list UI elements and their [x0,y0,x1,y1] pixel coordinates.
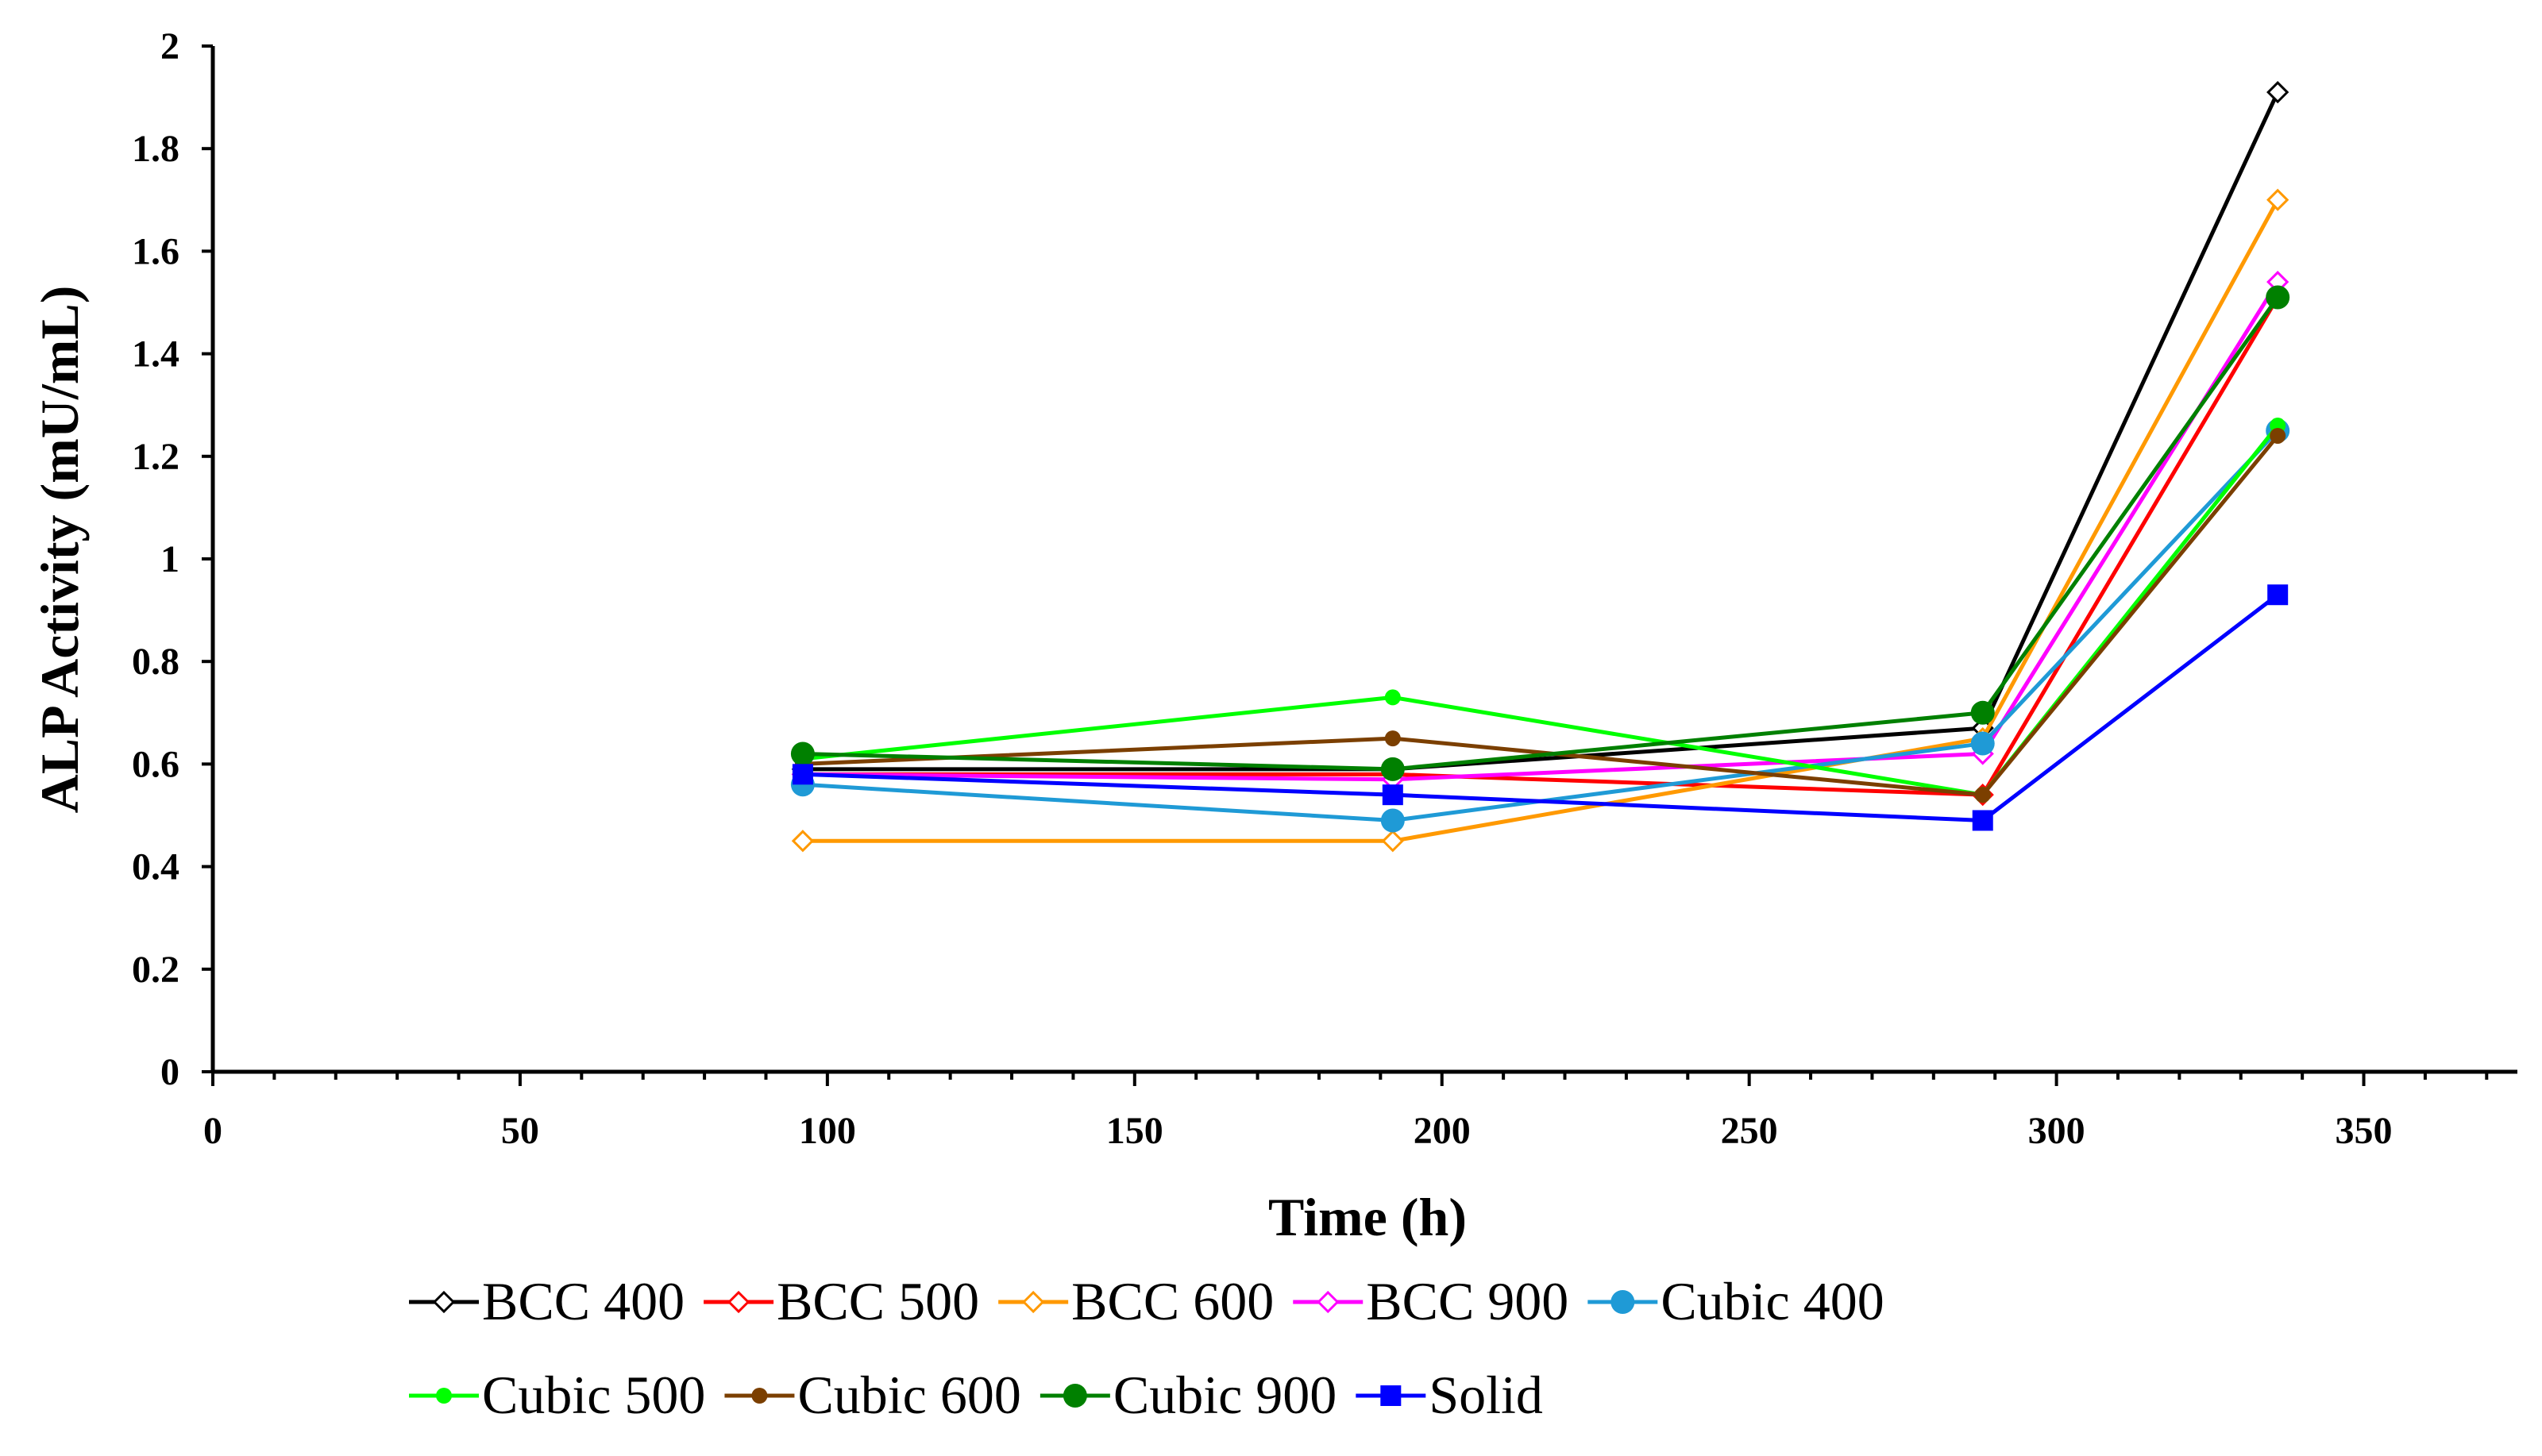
y-axis-title: ALP Activity (mU/mL) [29,286,90,814]
y-tick-label: 1 [160,538,179,580]
legend-swatch-marker [751,1388,768,1404]
axes: 0 0.2 0.4 0.6 0.8 1 1.2 1.4 1.6 1.8 2 0 50 100 150 200 2… [132,25,2517,1152]
legend-label: Solid [1429,1365,1543,1425]
x-tick-label: 300 [2028,1110,2085,1152]
legend-label: Cubic 500 [482,1365,705,1425]
cubic-500-point [1384,689,1401,706]
legend-label: Cubic 900 [1113,1365,1337,1425]
legend-item-cubic-900: Cubic 900 [1040,1365,1337,1425]
bcc-600-line [802,198,2280,843]
bcc-400-line [802,91,2280,772]
cubic-900-point [1970,700,1995,725]
legend-item-cubic-500: Cubic 500 [409,1365,705,1425]
y-tick-label: 2 [160,25,179,67]
x-tick-label: 50 [501,1110,539,1152]
legend-label: Cubic 400 [1661,1271,1884,1331]
y-tick-label: 1.2 [132,436,179,478]
y-tick-label: 0.2 [132,949,179,991]
cubic-900-point [2266,285,2290,310]
cubic-600-point [1974,787,1991,803]
legend-label: BCC 900 [1366,1271,1568,1331]
legend-item-cubic-400: Cubic 400 [1587,1271,1884,1331]
legend-swatch-marker [432,1290,456,1314]
y-tick-label: 1.8 [132,128,179,170]
legend-label: BCC 500 [777,1271,979,1331]
cubic-900-line [802,296,2280,772]
x-axis-title: Time (h) [1268,1187,1467,1247]
x-tick-label: 100 [799,1110,856,1152]
bcc-400-point [2266,81,2289,104]
legend-swatch-marker [1022,1290,1045,1314]
bcc-600-point [1381,830,1404,853]
legend-item-bcc-500: BCC 500 [704,1271,979,1331]
y-tick-label: 0 [160,1051,179,1093]
cubic-400-line [802,429,2280,822]
bcc-600-point [791,830,815,853]
x-tick-label: 150 [1106,1110,1163,1152]
solid-point [1382,784,1403,806]
cubic-900-point [790,741,815,766]
legend-item-bcc-400: BCC 400 [409,1271,685,1331]
series-bcc-400 [791,81,2289,780]
legend-item-bcc-900: BCC 900 [1293,1271,1568,1331]
legend-swatch-marker [727,1290,750,1314]
series-cubic-500 [794,418,2286,803]
cubic-600-point [1384,730,1401,747]
cubic-400-point [1380,808,1405,833]
cubic-400-point [1970,731,1995,756]
legend-label: BCC 400 [482,1271,685,1331]
y-tick-label: 0.4 [132,846,179,888]
solid-line [802,593,2279,822]
legend-swatch-marker [436,1388,452,1404]
solid-point [1972,810,1993,831]
series-cubic-600 [794,427,2286,803]
legend-item-bcc-600: BCC 600 [998,1271,1274,1331]
legend-swatch-marker [1380,1385,1402,1406]
legend-item-cubic-600: Cubic 600 [724,1365,1021,1425]
x-tick-label: 350 [2336,1110,2393,1152]
legend-label: BCC 600 [1071,1271,1274,1331]
y-tick-label: 0.8 [132,641,179,683]
y-tick-label: 1.4 [132,333,179,376]
series-bcc-900 [791,271,2289,791]
legend-swatch-marker [1063,1384,1087,1408]
solid-point [792,764,813,785]
cubic-600-line [802,434,2280,797]
cubic-900-point [1380,757,1405,781]
bcc-500-line [802,296,2280,797]
legend-label: Cubic 600 [797,1365,1020,1425]
series-bcc-500 [791,286,2289,807]
series-layer [790,81,2290,853]
x-tick-label: 0 [203,1110,222,1152]
legend-swatch-marker [1610,1290,1635,1314]
y-tick-label: 1.6 [132,230,179,272]
cubic-600-point [2270,427,2286,444]
y-tick-label: 0.6 [132,743,179,785]
x-tick-label: 200 [1414,1110,1471,1152]
legend: BCC 400 BCC 500 BCC 600 BCC 900 Cubic 400 Cub… [409,1271,1884,1425]
legend-item-solid: Solid [1356,1365,1543,1425]
cubic-500-line [802,424,2280,797]
bcc-600-point [2266,188,2289,211]
solid-point [2267,584,2289,606]
x-tick-label: 250 [1721,1110,1778,1152]
legend-swatch-marker [1317,1290,1340,1314]
series-cubic-900 [790,285,2290,781]
series-solid [792,584,2289,831]
